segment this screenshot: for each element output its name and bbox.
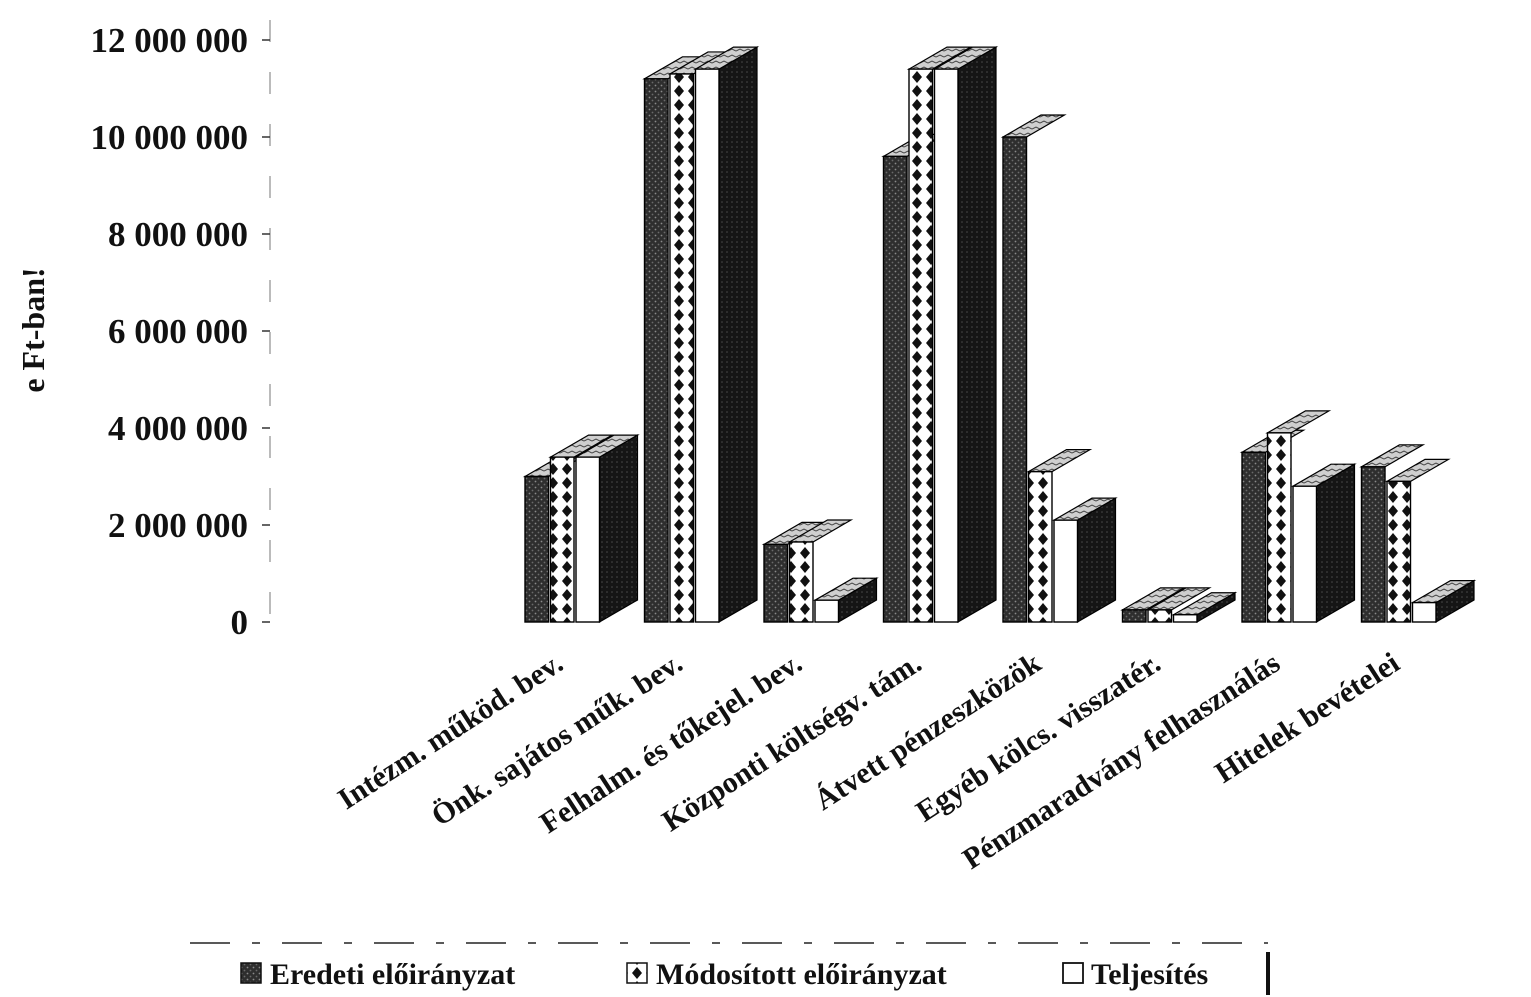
bar-group (522, 434, 640, 624)
bar-modositott (1027, 470, 1053, 623)
legend-label-eredeti: Eredeti előirányzat (270, 958, 515, 991)
y-tick-label: 2 000 000 (108, 506, 248, 545)
bar-side-teljesites (718, 46, 758, 624)
bar-modositott (1147, 609, 1173, 623)
legend-swatch-eredeti (240, 962, 262, 984)
bar-side-teljesites (1315, 463, 1356, 624)
y-tick-label: 8 000 000 (108, 215, 248, 254)
bar-group (761, 519, 879, 624)
y-axis-title: e Ft-ban! (15, 267, 51, 392)
bar-modositott (908, 68, 934, 623)
bar-side-teljesites (957, 46, 997, 624)
bars-layer (522, 46, 1477, 624)
bar-eredeti (524, 475, 550, 623)
bar-eredeti (1241, 451, 1267, 623)
bar-eredeti (882, 155, 908, 623)
bar-modositott (1386, 480, 1412, 623)
bar-modositott (669, 73, 695, 623)
bar-teljesites (694, 68, 720, 623)
bar-eredeti (1002, 136, 1028, 623)
bar-eredeti (1121, 609, 1147, 623)
bar-teljesites (814, 599, 840, 623)
bar-group (1120, 587, 1238, 624)
bar-teljesites (1172, 614, 1198, 623)
y-axis: 0 2 000 000 4 000 000 6 000 000 8 000 000 10 … (91, 20, 271, 642)
legend-label-modositott: Módosított előirányzat (656, 958, 947, 991)
bar-top-modositott (1384, 458, 1451, 482)
legend: Eredeti előirányzat Módosított előirányz… (190, 942, 1270, 995)
y-tick-label: 10 000 000 (91, 118, 249, 157)
bar-group (1000, 114, 1118, 624)
y-tick-label: 0 (231, 603, 249, 642)
bar-group (1239, 410, 1357, 624)
bar-group (1359, 444, 1477, 624)
bar-eredeti (1360, 466, 1386, 623)
bar-modositott (788, 541, 814, 623)
legend-label-teljesites: Teljesítés (1091, 958, 1208, 991)
bar-top-modositott (1265, 410, 1332, 434)
bar-teljesites (933, 68, 959, 623)
bar-teljesites (1292, 485, 1318, 623)
bar-modositott (549, 456, 575, 623)
bar-eredeti (763, 543, 789, 623)
bar-group (642, 46, 760, 624)
bar-top-eredeti (1359, 444, 1426, 468)
y-tick-label: 12 000 000 (91, 21, 249, 60)
y-tick-label: 6 000 000 (108, 312, 248, 351)
legend-swatch-teljesites (1062, 962, 1084, 984)
bar-side-teljesites (598, 434, 639, 624)
legend-swatch-modositott (626, 962, 648, 984)
bar-top-modositott (1026, 449, 1093, 473)
bar-eredeti (643, 78, 669, 623)
category-labels: Intézm. működ. bev.Önk. sajátos műk. bev… (332, 646, 1405, 876)
bar-teljesites (1053, 519, 1079, 623)
bar-group (881, 46, 999, 624)
bar-teljesites (1411, 601, 1437, 623)
bar-top-eredeti (1000, 114, 1067, 138)
bar-teljesites (575, 456, 601, 623)
y-tick-label: 4 000 000 (108, 409, 248, 448)
bar-modositott (1266, 432, 1292, 623)
